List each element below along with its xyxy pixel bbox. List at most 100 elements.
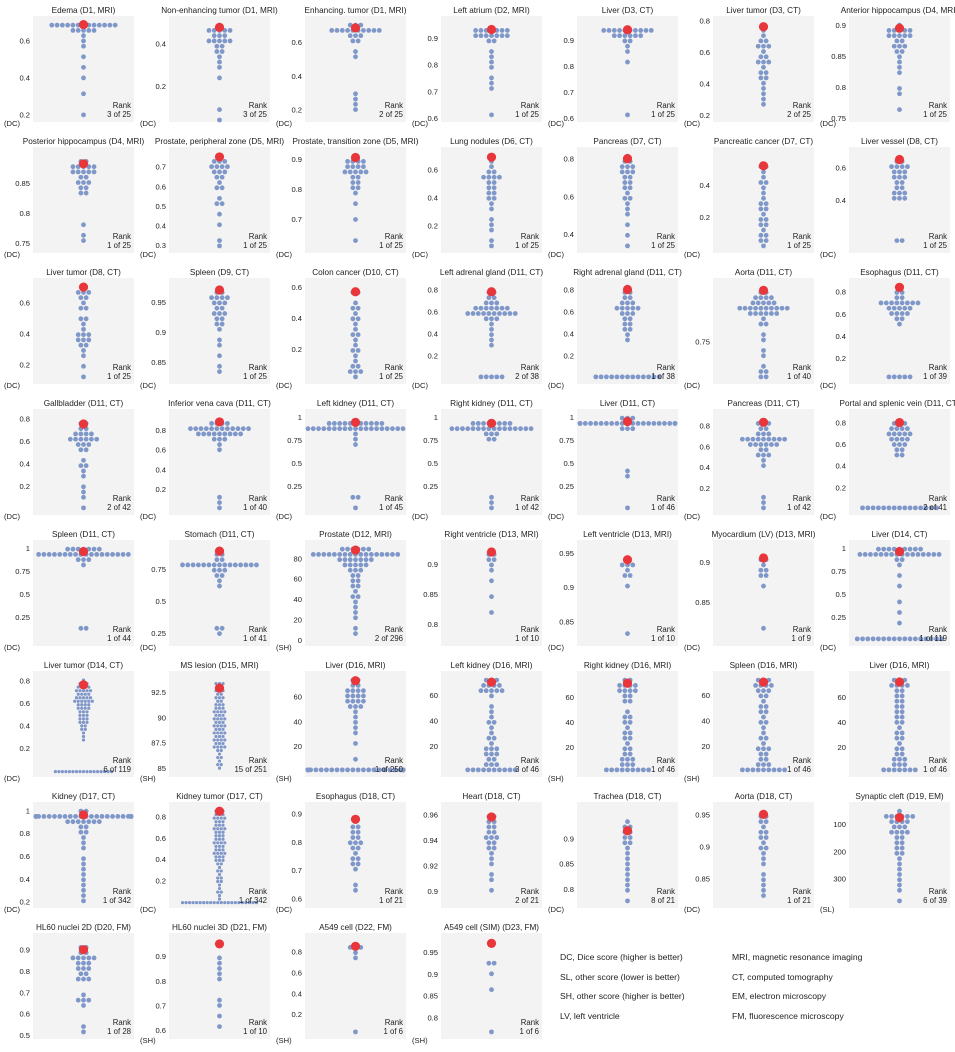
- data-point: [763, 70, 769, 76]
- rank-label: Rank: [521, 625, 539, 634]
- data-point: [761, 348, 766, 353]
- data-point: [81, 717, 86, 721]
- rank-value: 1 of 45: [379, 503, 404, 512]
- winner-point: [622, 25, 633, 35]
- data-point: [769, 311, 774, 316]
- data-point: [489, 578, 494, 584]
- rank-label: Rank: [521, 494, 539, 503]
- data-point: [489, 500, 494, 505]
- data-point: [625, 709, 630, 715]
- data-point: [473, 28, 479, 33]
- chart-panel: Right kidney (D11, CT) 1 0.75 0.5 0.25 (DC) Ra…: [410, 397, 546, 528]
- data-point: [465, 426, 471, 432]
- chart-title: Stomach (D11, CT): [185, 530, 255, 539]
- data-point: [622, 735, 628, 741]
- data-point: [221, 834, 225, 838]
- winner-point: [758, 161, 769, 171]
- data-point: [651, 421, 657, 426]
- rank-value: 8 of 21: [651, 896, 675, 905]
- data-point: [99, 552, 105, 557]
- plot-background: [441, 540, 542, 646]
- data-point: [96, 22, 102, 28]
- data-point: [489, 714, 494, 720]
- data-point: [211, 169, 217, 175]
- y-tick-label: 0.25: [831, 613, 846, 622]
- y-tick-label: 0.9: [427, 560, 438, 569]
- data-point: [622, 195, 628, 201]
- data-point: [891, 505, 897, 511]
- data-point: [217, 353, 222, 359]
- data-point: [627, 316, 633, 322]
- y-tick-label: 0.8: [427, 61, 438, 70]
- data-point: [489, 1029, 494, 1035]
- data-point: [489, 217, 494, 222]
- data-point: [219, 710, 223, 714]
- data-point: [494, 431, 500, 437]
- y-tick-label: 80: [294, 554, 302, 563]
- data-point: [225, 421, 230, 426]
- data-point: [902, 374, 908, 380]
- data-point: [758, 311, 764, 316]
- data-point: [891, 756, 897, 762]
- data-point: [897, 866, 902, 872]
- y-tick-label: 0.2: [155, 82, 166, 91]
- data-point: [355, 348, 361, 353]
- dot-plot: MS lesion (D15, MRI)92.59087.585(SH)Rank…: [140, 661, 270, 783]
- data-point: [73, 431, 78, 437]
- data-point: [875, 546, 881, 552]
- rank-label: Rank: [249, 625, 267, 634]
- data-point: [92, 770, 96, 774]
- metric-label: (DC): [412, 381, 428, 390]
- data-point: [217, 872, 222, 877]
- data-point: [71, 770, 75, 774]
- data-point: [761, 190, 766, 196]
- rank-label: Rank: [793, 625, 811, 634]
- y-tick-label: 0.8: [19, 676, 30, 685]
- winner-point: [486, 547, 497, 557]
- y-tick-label: 100: [833, 820, 846, 829]
- data-point: [761, 877, 766, 883]
- data-point: [528, 426, 534, 432]
- data-point: [769, 295, 774, 301]
- data-point: [78, 342, 84, 348]
- rank-label: Rank: [657, 887, 675, 896]
- data-point: [184, 901, 188, 905]
- data-point: [219, 862, 223, 866]
- rank-value: 6 of 39: [923, 896, 947, 905]
- rank-value: 1 of 21: [379, 896, 403, 905]
- data-point: [355, 835, 361, 840]
- data-point: [217, 883, 222, 887]
- data-point: [622, 719, 628, 725]
- data-point: [86, 180, 92, 185]
- data-point: [81, 353, 86, 359]
- chart-title: Pancreatic cancer (D7, CT): [714, 137, 813, 146]
- data-point: [920, 552, 926, 557]
- data-point: [486, 195, 492, 201]
- data-point: [622, 688, 628, 694]
- y-tick-label: 60: [566, 693, 574, 702]
- data-point: [905, 436, 910, 442]
- data-point: [217, 720, 222, 724]
- data-point: [617, 28, 622, 33]
- data-point: [625, 756, 630, 762]
- rank-value: 2 of 25: [379, 110, 404, 119]
- data-point: [619, 415, 625, 421]
- data-point: [761, 452, 766, 458]
- data-point: [902, 636, 908, 642]
- y-tick-label: 0.96: [423, 810, 438, 819]
- data-point: [889, 300, 894, 306]
- data-point: [214, 625, 220, 631]
- winner-point: [78, 680, 89, 690]
- data-point: [75, 337, 81, 343]
- winner-point: [486, 812, 497, 822]
- data-point: [897, 374, 902, 380]
- data-point: [470, 311, 476, 316]
- rank-label: Rank: [113, 101, 131, 110]
- data-point: [475, 426, 481, 432]
- data-point: [878, 552, 884, 557]
- data-point: [630, 562, 636, 568]
- data-point: [78, 185, 84, 191]
- data-point: [598, 374, 604, 380]
- data-point: [217, 741, 222, 746]
- data-point: [217, 823, 222, 827]
